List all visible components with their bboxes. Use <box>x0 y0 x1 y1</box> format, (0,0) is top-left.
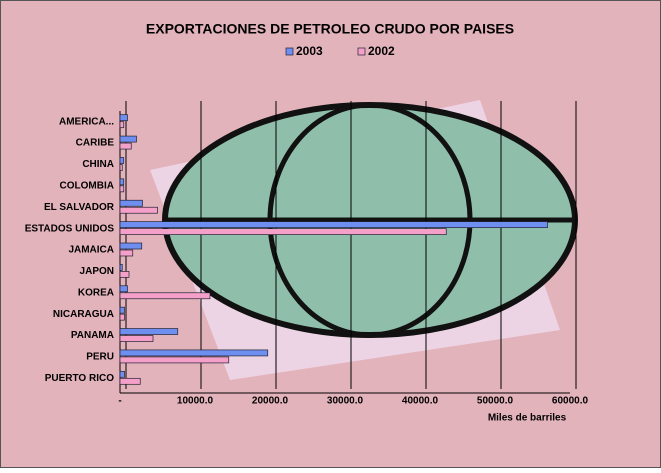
chart-title: EXPORTACIONES DE PETROLEO CRUDO POR PAIS… <box>146 21 514 37</box>
y-tick-label: ESTADOS UNIDOS <box>25 223 115 234</box>
legend-swatch <box>357 47 366 56</box>
x-tick-label: 60000.0 <box>552 396 589 407</box>
y-tick-label: CHINA <box>82 159 114 170</box>
bar <box>119 349 269 357</box>
y-tick-label: JAMAICA <box>68 245 114 256</box>
bar <box>119 242 143 250</box>
bar <box>119 313 125 321</box>
x-tick-label: 40000.0 <box>402 396 439 407</box>
legend-label: 2002 <box>368 44 395 58</box>
x-tick-label: - <box>118 396 121 407</box>
y-tick-label: CARIBE <box>76 138 115 149</box>
bar <box>119 221 548 228</box>
bar <box>119 142 132 150</box>
y-tick-label: PERU <box>86 352 114 363</box>
x-tick-label: 50000.0 <box>477 396 514 407</box>
bar <box>119 114 128 122</box>
bar <box>119 264 123 271</box>
bar <box>119 271 130 278</box>
y-tick-label: PANAMA <box>71 330 114 341</box>
bar <box>119 377 141 385</box>
bar <box>119 178 125 186</box>
x-tick-label: 10000.0 <box>177 396 214 407</box>
legend-label: 2003 <box>296 44 323 58</box>
bar <box>119 292 211 300</box>
y-tick-label: NICARAGUA <box>53 309 114 320</box>
bar <box>119 135 137 143</box>
bar <box>119 206 158 214</box>
y-tick-label: PUERTO RICO <box>45 373 114 384</box>
bar <box>119 335 154 342</box>
bar <box>119 157 125 164</box>
x-axis-title: Miles de barriles <box>488 413 567 424</box>
bar <box>119 356 230 364</box>
y-tick-label: KOREA <box>78 287 114 298</box>
bar <box>119 199 143 207</box>
bar <box>119 285 128 293</box>
legend-swatch <box>285 47 294 56</box>
bar <box>119 249 134 257</box>
bar <box>119 228 447 235</box>
bar <box>119 121 125 129</box>
bar <box>119 306 125 314</box>
y-tick-label: AMERICA... <box>59 116 114 127</box>
y-tick-label: EL SALVADOR <box>44 202 115 213</box>
bar <box>119 370 125 378</box>
bar <box>119 164 123 171</box>
bar <box>119 185 125 193</box>
y-tick-label: JAPON <box>80 266 114 277</box>
x-tick-label: 20000.0 <box>252 396 289 407</box>
y-tick-label: COLOMBIA <box>60 180 114 191</box>
x-tick-label: 30000.0 <box>327 396 364 407</box>
bar <box>119 328 179 335</box>
